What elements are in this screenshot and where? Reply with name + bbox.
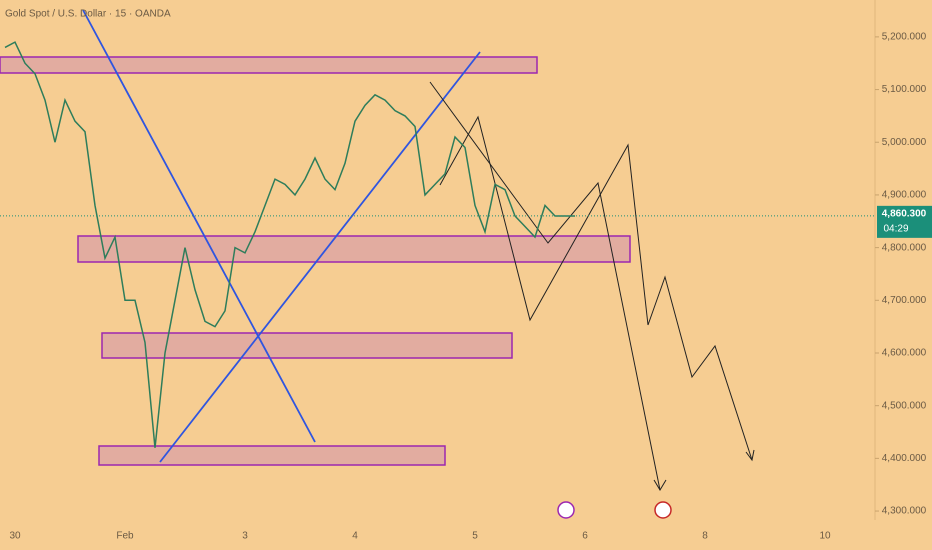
- y-tick-label: 4,700.000: [882, 295, 927, 306]
- x-tick-label: 8: [702, 531, 708, 542]
- x-tick-label: 5: [472, 531, 478, 542]
- y-tick-label: 4,800.000: [882, 242, 927, 253]
- trendline: [159, 51, 481, 463]
- projection: [429, 81, 661, 491]
- y-tick-label: 4,600.000: [882, 348, 927, 359]
- zone: [98, 445, 446, 466]
- event-icon[interactable]: [557, 501, 575, 519]
- zone: [101, 332, 513, 359]
- y-tick-label: 4,400.000: [882, 453, 927, 464]
- y-tick-label: 5,200.000: [882, 32, 927, 43]
- zone: [0, 56, 538, 74]
- chart-title: Gold Spot / U.S. Dollar · 15 · OANDA: [5, 9, 171, 20]
- y-tick-label: 4,900.000: [882, 190, 927, 201]
- x-tick-label: 6: [582, 531, 588, 542]
- y-tick-label: 4,500.000: [882, 400, 927, 411]
- arrow-head: [653, 479, 667, 491]
- zone: [77, 235, 631, 263]
- trendline: [82, 9, 316, 443]
- y-tick-label: 4,300.000: [882, 506, 927, 517]
- x-tick-label: Feb: [116, 531, 134, 542]
- x-tick-label: 10: [819, 531, 831, 542]
- x-tick-label: 30: [9, 531, 21, 542]
- projection: [439, 115, 753, 461]
- event-icon[interactable]: [654, 501, 672, 519]
- x-tick-label: 4: [352, 531, 358, 542]
- countdown: 04:29: [883, 223, 908, 234]
- drawings: [0, 9, 755, 519]
- last-price-label: 4,860.300: [882, 208, 927, 219]
- arrow-head: [745, 449, 755, 462]
- y-tick-label: 5,100.000: [882, 84, 927, 95]
- x-tick-label: 3: [242, 531, 248, 542]
- y-tick-label: 5,000.000: [882, 137, 927, 148]
- price-line: [4, 41, 575, 448]
- price-badge: [877, 205, 932, 238]
